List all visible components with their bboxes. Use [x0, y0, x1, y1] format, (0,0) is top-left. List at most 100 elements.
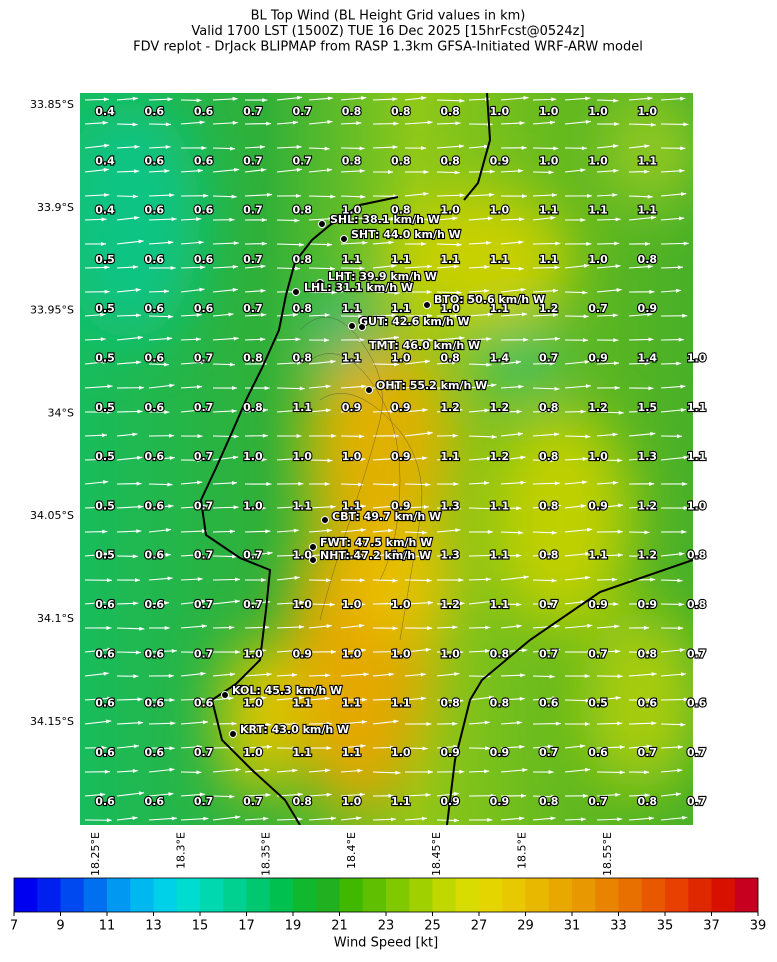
- wind-arrow-head: [714, 723, 719, 727]
- wind-arrow-head: [709, 554, 714, 558]
- wind-arrow-head: [584, 674, 590, 679]
- grid-value: 1.0: [391, 598, 411, 611]
- wind-arrow-head: [103, 480, 109, 485]
- wind-arrow-head: [299, 504, 305, 509]
- colorbar-tick-label: 29: [517, 919, 534, 934]
- wind-arrow-head: [295, 337, 301, 342]
- latitude-label: 34.05°S: [30, 509, 74, 522]
- station-dot: [358, 323, 366, 331]
- wind-arrow-head: [650, 601, 656, 606]
- wind-arrow-head: [199, 792, 205, 797]
- wind-arrow-head: [648, 816, 654, 821]
- wind-arrow-head: [521, 194, 528, 199]
- wind-arrow-head: [710, 578, 715, 582]
- wind-arrow-head: [516, 409, 522, 414]
- wind-arrow-head: [426, 264, 433, 269]
- wind-arrow-head: [426, 290, 432, 295]
- wind-arrow-head: [169, 433, 175, 438]
- wind-arrow-head: [714, 625, 719, 629]
- colorbar-tick-label: 37: [703, 919, 720, 934]
- wind-arrow-head: [683, 506, 689, 511]
- wind-arrow-head: [330, 504, 336, 509]
- wind-arrow-head: [714, 386, 719, 390]
- wind-arrow-head: [387, 528, 394, 533]
- colorbar-tick-label: 17: [238, 919, 255, 934]
- wind-arrow-head: [647, 698, 653, 703]
- wind-arrow-head: [582, 290, 588, 295]
- wind-arrow-head: [233, 241, 239, 246]
- wind-arrow-head: [645, 241, 651, 246]
- station-label: OHT: 55.2 km/h W: [376, 379, 487, 392]
- wind-arrow-head: [102, 529, 108, 534]
- wind-arrow-head: [261, 578, 267, 583]
- wind-arrow-head: [298, 481, 304, 486]
- station-dot: [340, 235, 348, 243]
- wind-arrow-head: [490, 553, 496, 558]
- wind-arrow-head: [264, 386, 270, 391]
- wind-arrow-head: [266, 722, 272, 727]
- grid-value: 1.1: [687, 401, 707, 414]
- wind-arrow-head: [296, 95, 303, 100]
- grid-value: 0.6: [194, 253, 214, 266]
- wind-arrow-head: [454, 170, 460, 175]
- wind-arrow-head: [104, 143, 110, 148]
- wind-arrow-head: [360, 194, 366, 199]
- latitude-label: 33.85°S: [30, 98, 74, 111]
- wind-arrow-head: [326, 721, 332, 726]
- station-dot: [309, 543, 317, 551]
- wind-arrow-head: [581, 146, 587, 151]
- wind-arrow-head: [583, 314, 589, 319]
- colorbar-label: Wind Speed [kt]: [334, 936, 438, 951]
- wind-arrow-head: [391, 552, 398, 557]
- wind-arrow-head: [233, 505, 239, 510]
- wind-arrow-head: [356, 408, 363, 413]
- wind-arrow-head: [359, 168, 365, 173]
- wind-arrow-head: [103, 671, 109, 676]
- wind-arrow-head: [715, 409, 720, 413]
- grid-value: 1.0: [292, 598, 312, 611]
- wind-arrow-head: [169, 456, 175, 461]
- wind-arrow-head: [233, 336, 239, 341]
- wind-arrow-head: [360, 528, 366, 533]
- wind-arrow-head: [296, 145, 302, 150]
- wind-arrow-head: [106, 409, 112, 414]
- wind-arrow-head: [680, 384, 686, 389]
- station-label: GUT: 42.6 km/h W: [359, 315, 470, 328]
- wind-arrow-head: [549, 458, 555, 463]
- wind-arrow-head: [390, 217, 396, 222]
- wind-arrow-head: [169, 193, 175, 198]
- wind-arrow: [692, 339, 693, 340]
- latitude-label: 33.95°S: [30, 304, 74, 317]
- wind-arrow-head: [231, 480, 238, 485]
- colorbar-cell: [618, 878, 643, 912]
- wind-arrow-head: [163, 601, 170, 606]
- wind-arrow-head: [329, 266, 336, 271]
- wind-arrow-head: [676, 361, 682, 366]
- wind-arrow-head: [266, 744, 272, 749]
- wind-arrow-head: [165, 552, 171, 557]
- wind-arrow-head: [297, 792, 303, 797]
- wind-arrow-head: [100, 600, 106, 605]
- wind-arrow-head: [489, 506, 495, 511]
- wind-arrow-head: [264, 768, 270, 773]
- colorbar-tick-label: 33: [610, 919, 627, 934]
- wind-arrow-head: [295, 193, 301, 198]
- wind-arrow-head: [104, 769, 110, 774]
- grid-value: 0.5: [95, 450, 115, 463]
- wind-arrow-head: [202, 504, 208, 509]
- wind-arrow-head: [456, 290, 462, 295]
- grid-value: 1.5: [638, 401, 658, 414]
- wind-arrow-head: [555, 241, 561, 246]
- wind-arrow-head: [262, 98, 268, 103]
- grid-value: 0.8: [539, 450, 559, 463]
- wind-arrow-head: [106, 818, 112, 823]
- grid-value: 0.6: [687, 697, 707, 710]
- grid-value: 0.8: [539, 401, 559, 414]
- wind-arrow-head: [582, 793, 588, 798]
- wind-arrow-head: [292, 768, 298, 773]
- grid-value: 0.7: [638, 746, 658, 759]
- wind-arrow-head: [585, 434, 591, 439]
- wind-arrow: [692, 147, 693, 148]
- wind-arrow-head: [362, 216, 368, 221]
- colorbar-tick-label: 25: [424, 919, 441, 934]
